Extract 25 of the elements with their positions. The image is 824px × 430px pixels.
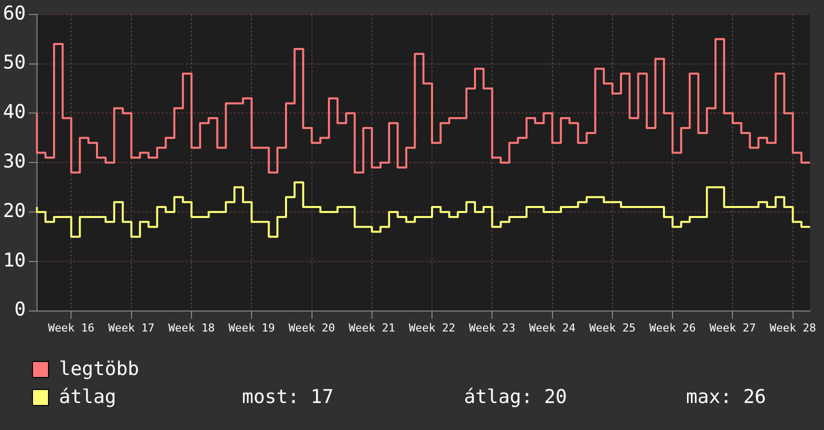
x-tick-label: Week 19: [228, 321, 275, 334]
x-tick-label: Week 27: [710, 321, 756, 334]
text: most: 17: [242, 386, 334, 408]
y-tick-label: 10: [2, 249, 26, 272]
x-tick-label: Week 25: [589, 321, 636, 334]
y-tick-label: 40: [2, 101, 26, 124]
x-tick-label: Week 28: [770, 321, 816, 334]
y-tick-label: 20: [2, 200, 26, 222]
legend-label: átlag: [59, 386, 116, 408]
x-tick-label: Week 20: [288, 321, 335, 334]
text: átlag: 20: [464, 386, 567, 408]
y-tick-label: 30: [2, 150, 26, 173]
x-tick-label: Week 17: [108, 321, 155, 334]
y-tick-label: 60: [2, 2, 26, 24]
x-tick-label: Week 22: [408, 321, 456, 334]
x-tick-label: Week 26: [649, 321, 696, 334]
x-tick-label: Week 21: [348, 321, 396, 334]
text: max: 26: [686, 386, 766, 408]
y-tick-label: 0: [14, 298, 26, 321]
x-tick-label: Week 18: [168, 321, 215, 334]
x-tick-label: Week 23: [468, 321, 516, 334]
legend-label: legtöbb: [59, 358, 140, 380]
y-tick-label: 50: [2, 52, 26, 74]
x-tick-label: Week 16: [48, 321, 94, 334]
x-tick-label: Week 24: [529, 321, 576, 334]
